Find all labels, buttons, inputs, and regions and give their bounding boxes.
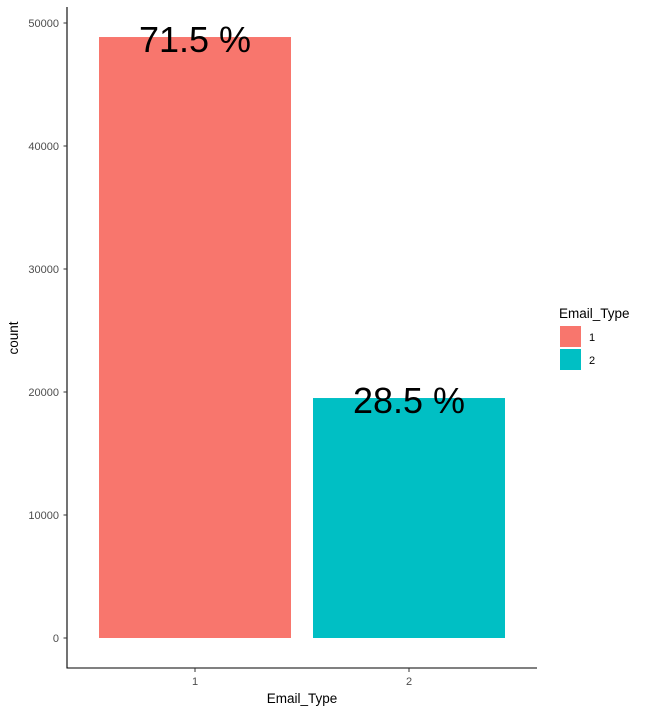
y-tick-label: 30000 — [28, 264, 59, 276]
bar-value-label: 28.5 % — [353, 380, 465, 421]
bar-1 — [99, 37, 291, 639]
legend-key-1 — [560, 326, 581, 347]
bar-value-label: 71.5 % — [139, 19, 251, 60]
x-axis-title: Email_Type — [267, 691, 338, 706]
y-tick-label: 20000 — [28, 387, 59, 399]
bar-labels: 71.5 % 28.5 % — [139, 19, 465, 421]
y-axis-title: count — [6, 321, 21, 354]
y-tick-label: 0 — [53, 633, 59, 645]
x-tick-label: 1 — [192, 676, 198, 688]
y-tick-label: 40000 — [28, 141, 59, 153]
legend-key-2 — [560, 349, 581, 370]
bar-2 — [313, 398, 505, 638]
legend-label: 1 — [589, 332, 595, 344]
legend: Email_Type 1 2 — [559, 306, 630, 370]
legend-title: Email_Type — [559, 306, 630, 321]
x-tick-label: 2 — [406, 676, 412, 688]
y-ticks: 0 10000 20000 30000 40000 50000 — [28, 18, 67, 645]
legend-label: 2 — [589, 355, 595, 367]
y-tick-label: 10000 — [28, 510, 59, 522]
y-tick-label: 50000 — [28, 18, 59, 30]
bars — [99, 37, 505, 639]
